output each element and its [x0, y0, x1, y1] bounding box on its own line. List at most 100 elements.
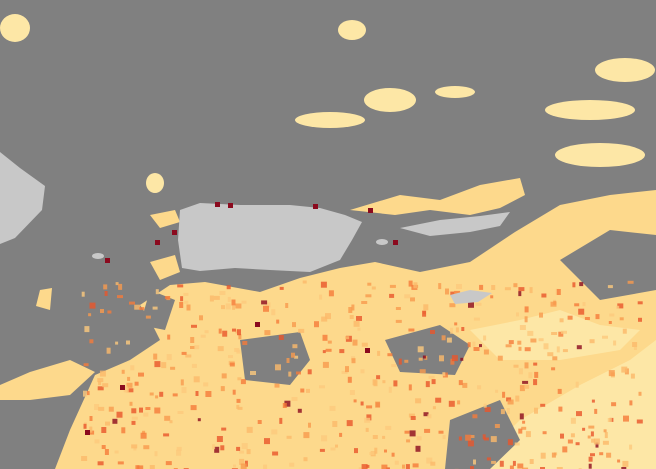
speckle: [578, 308, 585, 315]
speckle: [584, 317, 590, 320]
speckle: [149, 465, 155, 469]
speckle: [454, 322, 458, 326]
speckle: [451, 355, 458, 362]
speckle: [236, 398, 241, 403]
speckle: [525, 431, 531, 438]
speckle: [190, 405, 197, 411]
speckle: [163, 433, 170, 437]
speckle: [404, 359, 409, 363]
speckle: [282, 403, 287, 408]
speckle: [552, 356, 558, 361]
speckle: [509, 465, 514, 469]
speckle: [594, 408, 598, 414]
speckle: [298, 328, 305, 333]
speckle: [638, 317, 642, 322]
speckle: [530, 338, 537, 343]
speckle: [507, 439, 513, 446]
speckle: [322, 361, 329, 368]
speckle: [562, 446, 568, 453]
speckle: [570, 433, 575, 438]
speckle: [155, 289, 159, 295]
speckle: [127, 376, 131, 381]
speckle: [495, 389, 499, 393]
speckle: [541, 293, 547, 298]
speckle: [97, 386, 104, 391]
speckle: [468, 301, 474, 308]
speckle: [409, 430, 416, 437]
speckle: [617, 303, 624, 309]
speckle: [529, 459, 534, 464]
speckle: [630, 373, 635, 379]
speckle: [607, 418, 612, 422]
heat-region: [0, 360, 95, 400]
heat-blob: [545, 100, 635, 120]
speckle: [100, 309, 104, 313]
speckle: [97, 378, 104, 383]
speckle: [540, 467, 545, 469]
speckle: [472, 414, 478, 419]
speckle: [391, 364, 397, 368]
speckle: [365, 427, 369, 432]
speckle: [591, 438, 596, 443]
speckle: [360, 369, 365, 374]
speckle: [430, 461, 436, 466]
speckle: [602, 440, 609, 445]
speckle: [271, 309, 276, 316]
speckle: [135, 465, 140, 469]
speckle: [131, 420, 136, 425]
speckle: [415, 445, 421, 452]
speckle: [369, 452, 375, 455]
hotspot: [85, 430, 90, 435]
speckle: [81, 456, 88, 461]
speckle: [629, 400, 633, 406]
speckle: [448, 400, 455, 407]
speckle: [449, 303, 456, 308]
speckle: [499, 460, 504, 467]
speckle: [117, 295, 123, 299]
speckle: [232, 328, 236, 332]
heat-region: [350, 178, 525, 215]
speckle: [137, 465, 144, 469]
speckle: [558, 406, 563, 412]
speckle: [519, 413, 524, 420]
heat-field: [0, 178, 656, 469]
speckle: [413, 282, 418, 289]
speckle: [458, 436, 462, 441]
speckle: [89, 302, 96, 309]
speckle: [289, 462, 295, 467]
speckle: [524, 362, 529, 369]
speckle: [284, 400, 291, 407]
speckle: [588, 456, 593, 462]
speckle: [441, 335, 446, 341]
speckle: [579, 282, 584, 287]
speckle: [607, 285, 613, 289]
speckle: [473, 317, 480, 321]
speckle: [621, 467, 627, 469]
speckle: [303, 432, 310, 439]
speckle: [319, 385, 325, 389]
speckle: [375, 401, 381, 408]
heat-blob: [0, 14, 30, 42]
speckle: [116, 411, 123, 418]
speckle: [302, 280, 307, 284]
speckle: [617, 459, 621, 463]
speckle: [115, 341, 119, 345]
speckle: [134, 381, 139, 386]
speckle: [353, 320, 360, 327]
speckle: [595, 314, 600, 320]
speckle: [604, 432, 608, 439]
speckle: [165, 461, 172, 466]
speckle: [294, 355, 299, 359]
speckle: [221, 305, 225, 310]
speckle: [104, 291, 108, 296]
speckle: [234, 348, 240, 352]
speckle: [341, 370, 348, 374]
speckle: [619, 317, 624, 321]
speckle: [633, 347, 637, 350]
speckle: [502, 391, 506, 398]
speckle: [193, 376, 200, 383]
speckle: [483, 437, 489, 441]
speckle: [374, 447, 378, 454]
speckle: [611, 402, 617, 407]
speckle: [393, 380, 398, 387]
